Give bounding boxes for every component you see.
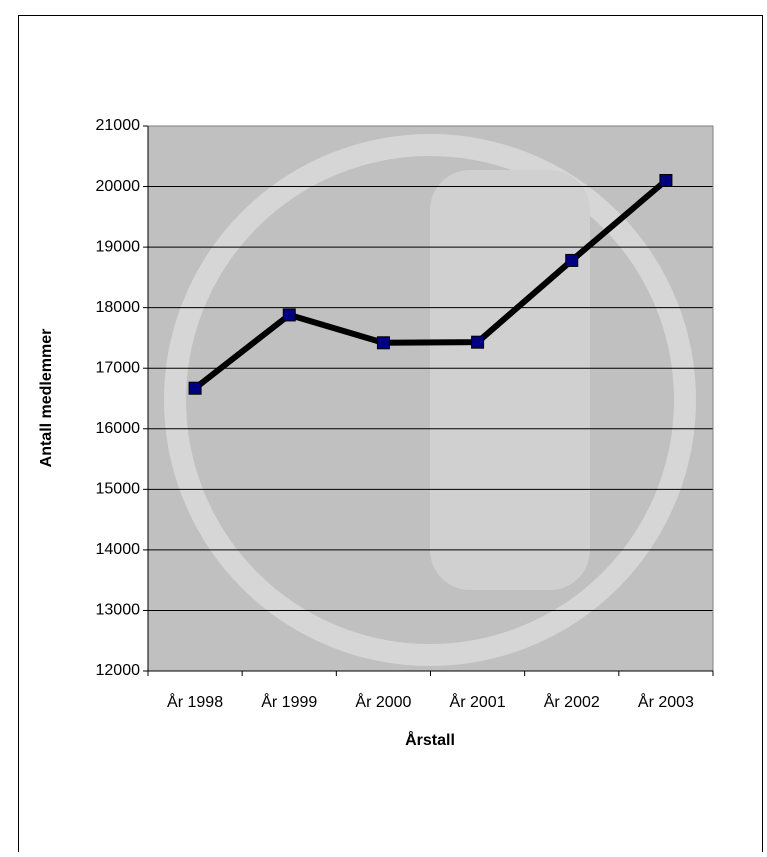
y-tick-label: 14000 (96, 541, 141, 558)
marker (377, 337, 389, 349)
x-tick-label: År 2001 (450, 692, 506, 711)
x-tick-label: År 2003 (638, 692, 694, 711)
marker (283, 309, 295, 321)
x-tick-label: År 1999 (261, 692, 317, 711)
y-tick-label: 17000 (96, 359, 141, 376)
y-tick-label: 18000 (96, 299, 141, 316)
x-tick-label: År 1998 (167, 692, 223, 711)
y-tick-label: 16000 (96, 420, 141, 437)
x-tick-label: År 2002 (544, 692, 600, 711)
marker (660, 175, 672, 187)
x-axis-title: Årstall (405, 730, 455, 749)
y-tick-label: 21000 (96, 117, 141, 134)
marker (472, 336, 484, 348)
y-tick-label: 15000 (96, 481, 141, 498)
y-tick-label: 19000 (96, 238, 141, 255)
marker (566, 254, 578, 266)
y-axis-title: Antall medlemmer (38, 329, 55, 468)
y-tick-label: 13000 (96, 602, 141, 619)
y-tick-label: 20000 (96, 178, 141, 195)
marker (189, 382, 201, 394)
x-tick-label: År 2000 (355, 692, 411, 711)
y-tick-label: 12000 (96, 662, 141, 679)
chart: Årstall Antall medlemmer 12000 13000 14000… (0, 0, 767, 852)
